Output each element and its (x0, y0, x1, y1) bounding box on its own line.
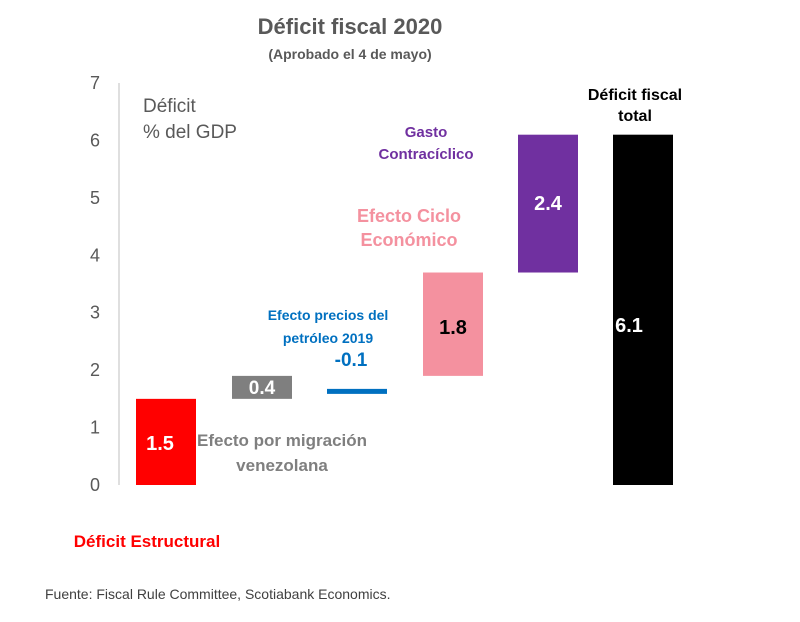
value-label-5: 2.4 (534, 193, 563, 215)
chart-subtitle: (Aprobado el 4 de mayo) (268, 46, 432, 62)
y-tick-label: 6 (90, 130, 100, 150)
bar-1 (136, 398, 196, 485)
y-axis-label: % del GDP (143, 122, 237, 143)
y-tick-label: 7 (90, 73, 100, 93)
category-label-3: Efecto precios del (268, 307, 389, 323)
value-label-1: 1.5 (146, 433, 174, 455)
bar-4 (423, 272, 483, 376)
value-label-3: -0.1 (335, 350, 368, 371)
chart-title: Déficit fiscal 2020 (257, 14, 443, 39)
category-label-5: Contracíclico (378, 146, 473, 163)
category-label-4: Económico (360, 230, 457, 250)
bar-6 (613, 134, 673, 485)
y-tick-label: 1 (90, 418, 100, 438)
category-label-1: Déficit Estructural (74, 532, 220, 551)
category-label-5: Gasto (405, 124, 448, 141)
category-label-4: Efecto Ciclo (357, 206, 461, 226)
bar-5 (518, 134, 578, 273)
category-label-2: venezolana (236, 456, 328, 475)
value-label-2: 0.4 (249, 378, 276, 399)
y-tick-label: 3 (90, 303, 100, 323)
y-tick-label: 4 (90, 245, 100, 265)
category-label-2: Efecto por migración (197, 431, 367, 450)
y-axis-label: Déficit (143, 96, 197, 117)
bar-3 (327, 388, 387, 394)
bar-2 (232, 375, 292, 399)
category-label-6: Déficit fiscal (588, 87, 682, 104)
y-tick-label: 5 (90, 188, 100, 208)
value-label-6: 6.1 (615, 315, 643, 337)
y-tick-label: 0 (90, 475, 100, 495)
category-label-3: petróleo 2019 (283, 330, 373, 346)
source-note: Fuente: Fiscal Rule Committee, Scotiaban… (45, 586, 391, 602)
y-tick-label: 2 (90, 360, 100, 380)
category-label-6: total (618, 108, 652, 125)
value-label-4: 1.8 (439, 317, 467, 339)
